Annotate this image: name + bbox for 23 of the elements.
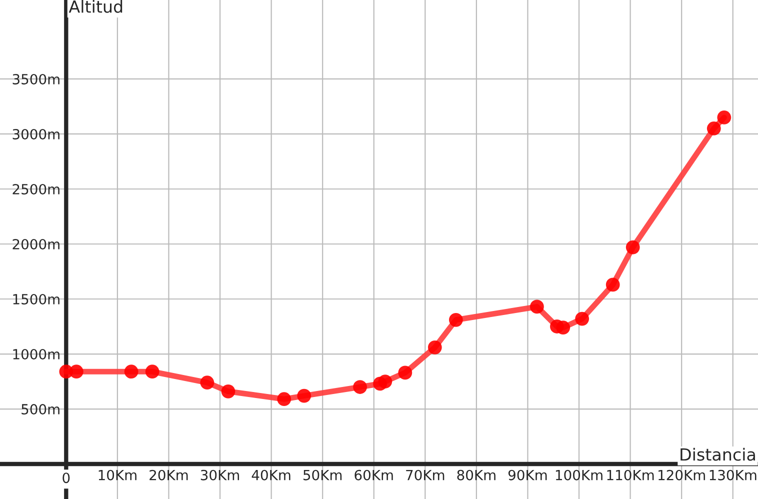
y-tick-label: 1500m — [13, 294, 60, 304]
x-tick-label: 10Km — [98, 470, 136, 480]
y-tick-label: 3500m — [12, 74, 60, 84]
x-tick-label: 0 — [62, 472, 70, 484]
x-axis-title: Distancia — [680, 448, 755, 461]
x-tick-label: 40Km — [252, 470, 290, 480]
x-tick-label: 50Km — [304, 470, 342, 480]
y-tick-label: 3000m — [12, 128, 60, 140]
x-tick-label: 110Km — [607, 470, 654, 480]
x-tick-label: 60Km — [354, 470, 393, 480]
y-tick-label: 2500m — [12, 184, 60, 194]
x-tick-label: 30Km — [200, 470, 239, 480]
x-tick-label: 100Km — [556, 470, 602, 480]
y-tick-label: 1000m — [13, 348, 60, 360]
y-tick-label: 2000m — [12, 238, 60, 250]
x-tick-label: 120Km — [658, 470, 705, 480]
y-axis-title: Altitud — [68, 0, 122, 13]
y-tick-label: 500m — [22, 404, 60, 414]
x-tick-label: 70Km — [406, 470, 444, 480]
x-tick-label: 130Km — [710, 470, 756, 480]
x-tick-label: 80Km — [457, 470, 496, 480]
x-tick-label: 90Km — [508, 470, 547, 480]
x-tick-label: 20Km — [150, 470, 188, 480]
